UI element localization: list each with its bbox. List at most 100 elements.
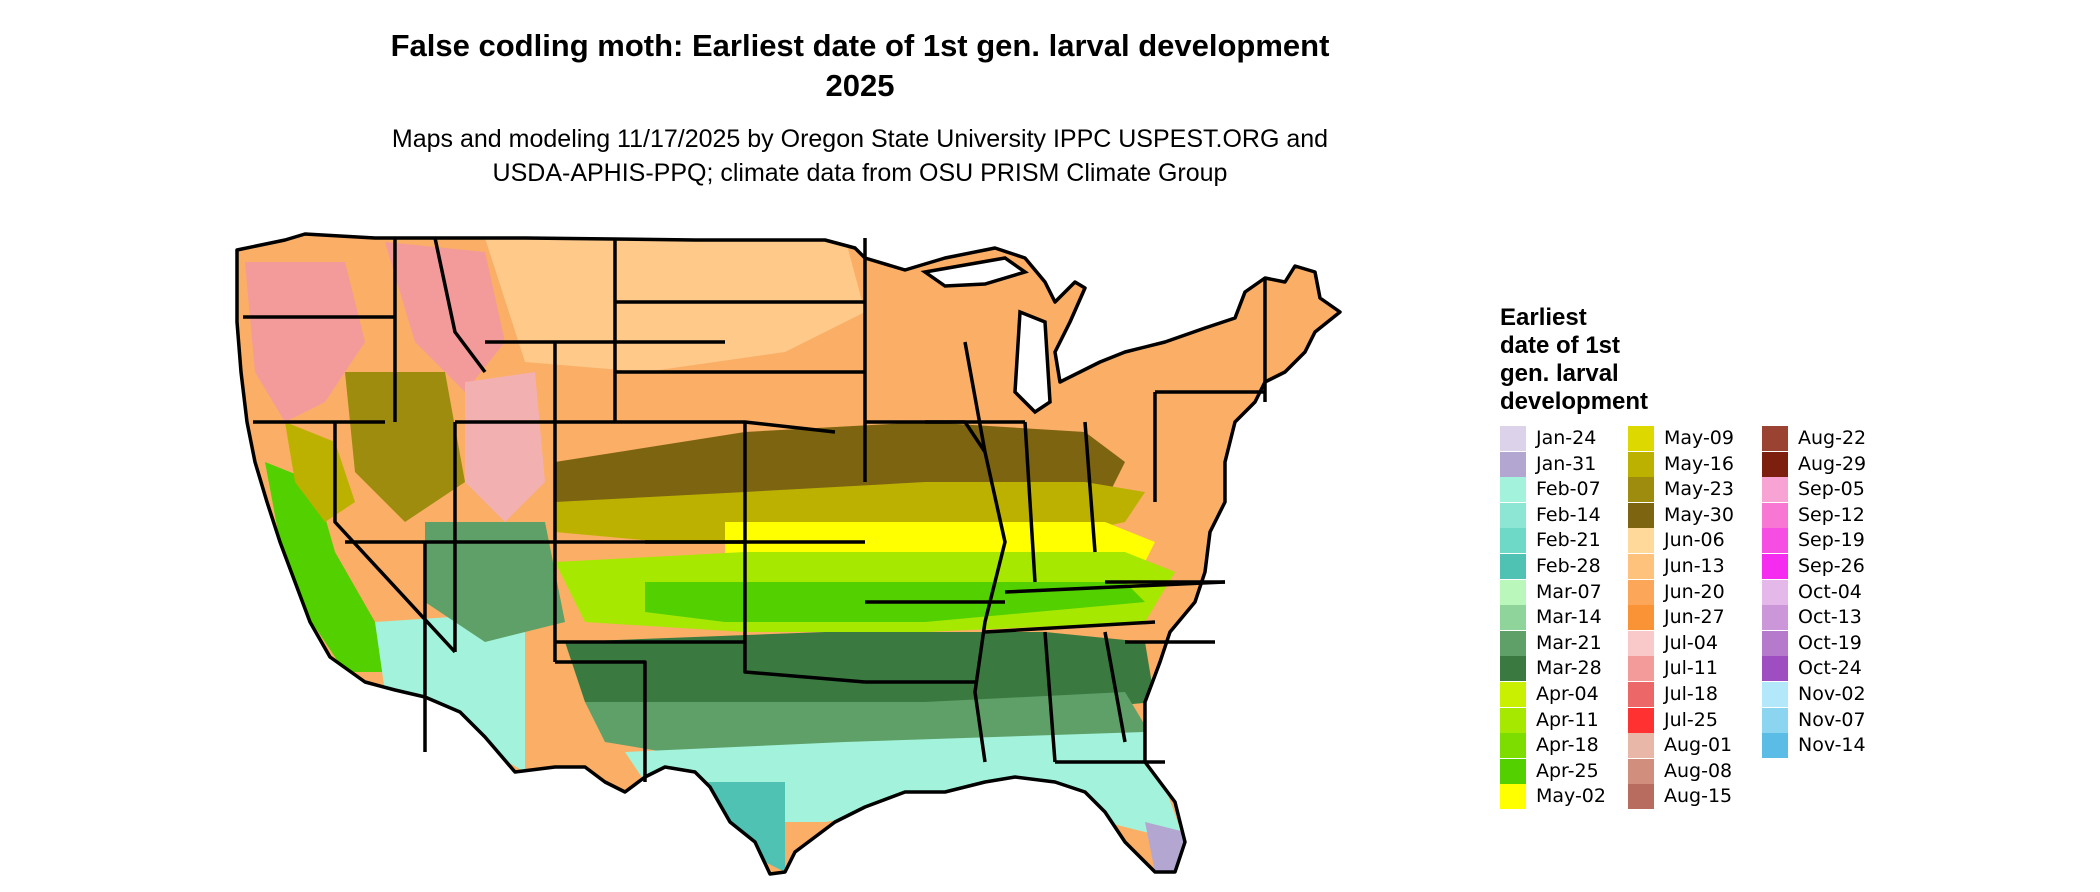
legend-label: Jul-25	[1664, 708, 1718, 731]
legend-label: Nov-14	[1798, 734, 1866, 757]
legend-swatch	[1762, 502, 1788, 528]
zone-pink-rockies	[385, 242, 505, 392]
legend-item: Nov-07	[1762, 707, 1882, 733]
legend-item: Jun-06	[1628, 527, 1748, 554]
zone-southwest-green	[425, 522, 565, 642]
legend-label: Oct-19	[1798, 631, 1862, 654]
us-outline	[235, 232, 1342, 876]
legend-title-line: development	[1500, 388, 1649, 415]
zone-pink-wyoming	[465, 372, 545, 522]
state-borders	[235, 232, 1342, 876]
legend-label: Nov-07	[1798, 708, 1866, 731]
legend-item: Jun-27	[1628, 604, 1748, 631]
legend-swatch	[1500, 656, 1526, 682]
legend-item: Sep-05	[1762, 476, 1882, 503]
legend-item: Jan-24	[1500, 425, 1620, 451]
legend-swatch	[1762, 630, 1788, 656]
legend-item: Sep-12	[1762, 502, 1882, 528]
phenology-raster	[237, 234, 1340, 874]
legend-swatch	[1500, 758, 1526, 784]
legend-item: Aug-29	[1762, 451, 1882, 477]
zone-great-basin-olive	[345, 372, 465, 522]
legend-swatch	[1500, 630, 1526, 656]
legend-swatch	[1628, 733, 1654, 759]
legend-item: Mar-14	[1500, 604, 1620, 631]
lake-superior	[920, 256, 1029, 288]
border-id-mt	[433, 237, 487, 374]
legend-label: Jul-04	[1664, 631, 1718, 654]
legend-item: Feb-28	[1500, 553, 1620, 579]
legend-swatch	[1628, 681, 1654, 707]
legend-swatch	[1628, 656, 1654, 682]
legend-label: Jun-13	[1664, 554, 1725, 577]
legend-item: May-09	[1628, 425, 1748, 451]
border-al-ga	[1103, 631, 1127, 743]
legend-swatch	[1762, 681, 1788, 707]
legend-label: Sep-12	[1798, 503, 1865, 526]
legend-item: Oct-13	[1762, 604, 1882, 631]
legend-item: Jun-13	[1628, 553, 1748, 579]
legend-label: Oct-13	[1798, 606, 1862, 629]
legend-label: Jun-27	[1664, 606, 1725, 629]
legend-item: Aug-08	[1628, 758, 1748, 784]
map-subtitle-line2: USDA-APHIS-PPQ; climate data from OSU PR…	[492, 159, 1228, 187]
legend-item: Aug-22	[1762, 425, 1882, 451]
legend-label: Mar-14	[1536, 606, 1602, 629]
legend-label: May-02	[1536, 785, 1606, 808]
legend-label: Aug-08	[1664, 759, 1733, 782]
zone-southwest-mint	[375, 612, 525, 772]
legend-label: May-23	[1664, 478, 1734, 501]
legend-label: Aug-29	[1798, 452, 1867, 475]
legend-column: Jan-24 Jan-31 Feb-07 Feb-14 Feb-21 Feb-28 Mar-…	[1500, 425, 1620, 810]
border-il-in	[1023, 421, 1037, 583]
legend-swatch	[1628, 758, 1654, 784]
legend-swatch	[1762, 451, 1788, 477]
legend-swatch	[1628, 553, 1654, 579]
legend-swatch	[1762, 528, 1788, 554]
legend-swatch	[1500, 502, 1526, 528]
legend-label: Jul-11	[1664, 657, 1718, 680]
legend-swatch	[1628, 579, 1654, 605]
legend-label: Aug-01	[1664, 734, 1733, 757]
border-wy-ne	[555, 420, 836, 434]
zone-jun-13-north	[485, 238, 865, 372]
legend-swatch	[1628, 477, 1654, 503]
legend-swatch	[1500, 579, 1526, 605]
legend-swatch	[1628, 451, 1654, 477]
legend-item: Oct-24	[1762, 655, 1882, 682]
lake-michigan	[1013, 309, 1052, 415]
legend-label: Aug-22	[1798, 427, 1867, 449]
legend-label: May-09	[1664, 427, 1734, 449]
legend-label: May-16	[1664, 452, 1734, 475]
legend-item: May-30	[1628, 502, 1748, 528]
legend-swatch	[1762, 579, 1788, 605]
legend-swatch	[1628, 426, 1654, 451]
legend-label: Jan-31	[1536, 452, 1597, 475]
legend-swatch	[1628, 630, 1654, 656]
legend-swatch	[1500, 477, 1526, 503]
legend-swatch	[1762, 605, 1788, 631]
legend-swatch	[1762, 707, 1788, 733]
zone-california-olive	[285, 422, 355, 522]
border-ms-al	[1043, 631, 1057, 763]
legend-swatch	[1628, 707, 1654, 733]
legend-label: Jun-06	[1664, 529, 1725, 552]
legend-item: Jul-25	[1628, 707, 1748, 733]
legend-item: Feb-21	[1500, 527, 1620, 554]
legend-label: May-30	[1664, 503, 1734, 526]
legend-label: Apr-11	[1536, 708, 1599, 731]
zone-pink-northwest	[245, 262, 365, 422]
legend-swatch	[1500, 528, 1526, 554]
border-ok-tx	[555, 640, 866, 684]
legend-item: May-02	[1500, 783, 1620, 810]
legend-label: Nov-02	[1798, 682, 1866, 705]
legend-label: Apr-25	[1536, 759, 1599, 782]
legend-label: Jun-20	[1664, 580, 1725, 603]
legend-item: Sep-19	[1762, 527, 1882, 554]
legend-item: Feb-14	[1500, 502, 1620, 528]
legend-item: Mar-07	[1500, 579, 1620, 605]
legend-label: Sep-05	[1798, 478, 1865, 501]
legend-item: May-23	[1628, 476, 1748, 503]
legend-swatch	[1500, 451, 1526, 477]
legend-label: Sep-19	[1798, 529, 1865, 552]
